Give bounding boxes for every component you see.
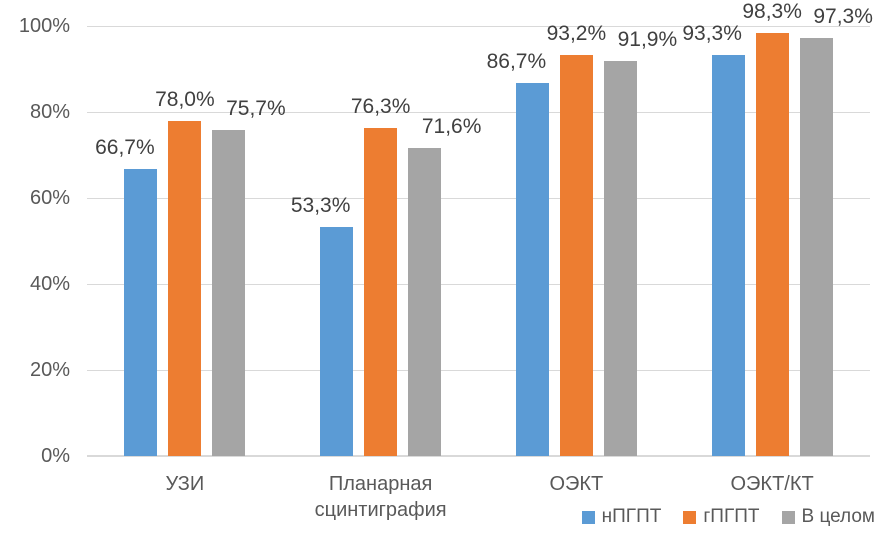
data-label: 91,9%	[617, 27, 678, 51]
data-label: 71,6%	[421, 115, 482, 139]
legend-swatch-icon	[781, 510, 795, 524]
data-label: 78,0%	[155, 87, 215, 111]
x-axis-line	[87, 455, 870, 457]
data-label: 66,7%	[95, 136, 155, 160]
data-label: 93,2%	[546, 22, 607, 46]
data-label: 53,3%	[290, 193, 351, 217]
y-tick-label: 100%	[18, 15, 70, 37]
gridline	[87, 112, 870, 113]
data-label: 86,7%	[486, 50, 547, 74]
x-category-label: ОЭКТ/КТ	[730, 473, 814, 495]
bar-нПГПТ-УЗИ	[124, 169, 158, 456]
bar-В целом-ОЭКТ	[603, 60, 637, 456]
y-tick-label: 80%	[29, 101, 70, 123]
bar-В целом-ОЭКТ/КТ	[799, 37, 833, 456]
bar-гПГПТ-УЗИ	[168, 120, 202, 456]
gridline	[87, 198, 870, 199]
data-label: 76,3%	[350, 94, 411, 118]
bar-В целом-УЗИ	[212, 130, 246, 456]
legend: нПГПТ гПГПТ В целом	[581, 506, 876, 528]
legend-item-В целом: В целом	[781, 506, 876, 528]
bar-нПГПТ-Планарная сцинтиграфия	[320, 226, 354, 456]
legend-swatch-icon	[581, 510, 595, 524]
y-tick-label: 20%	[29, 359, 70, 381]
x-category-label: УЗИ	[165, 473, 205, 495]
gridline	[87, 26, 870, 27]
gridline	[87, 284, 870, 285]
bar-нПГПТ-ОЭКТ	[515, 83, 549, 456]
data-label: 98,3%	[742, 0, 802, 24]
legend-item-гПГПТ: гПГПТ	[683, 506, 760, 528]
legend-swatch-icon	[683, 510, 697, 524]
legend-item-label: гПГПТ	[703, 506, 760, 527]
bar-гПГПТ-ОЭКТ	[559, 55, 593, 456]
x-category-label: Планарная сцинтиграфия	[314, 473, 447, 521]
data-label: 75,7%	[226, 97, 286, 121]
legend-item-label: В целом	[801, 506, 876, 527]
bar-гПГПТ-ОЭКТ/КТ	[755, 33, 789, 456]
y-tick-label: 0%	[41, 445, 70, 467]
bar-гПГПТ-Планарная сцинтиграфия	[364, 127, 398, 456]
legend-item-label: нПГПТ	[601, 506, 662, 527]
gridline	[87, 370, 870, 371]
y-tick-label: 60%	[29, 187, 70, 209]
data-label: 93,3%	[682, 21, 742, 45]
data-label: 97,3%	[813, 4, 873, 28]
legend-item-нПГПТ: нПГПТ	[581, 506, 662, 528]
x-category-label: ОЭКТ	[549, 473, 604, 495]
y-tick-label: 40%	[29, 273, 70, 295]
bar-нПГПТ-ОЭКТ/КТ	[711, 54, 745, 456]
bar-В целом-Планарная сцинтиграфия	[408, 148, 442, 456]
